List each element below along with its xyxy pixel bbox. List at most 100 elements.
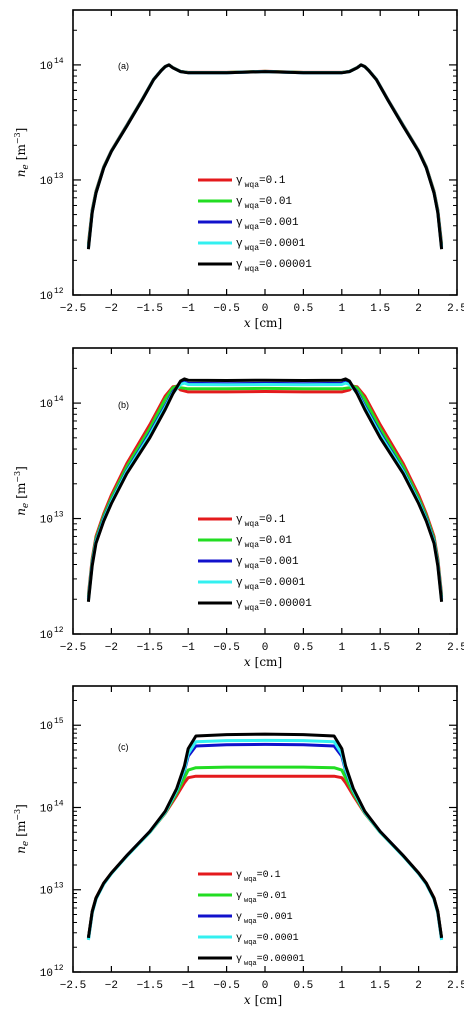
- x-tick-label: −2.5: [60, 303, 86, 315]
- y-tick-base: 10: [40, 176, 53, 188]
- legend-suffix: =0.1: [257, 870, 281, 881]
- legend-item: γ wqa=0.001: [198, 217, 299, 232]
- legend-prefix: γ: [236, 175, 243, 187]
- panel-label: (b): [118, 400, 129, 410]
- x-tick-label: 0.5: [293, 642, 313, 654]
- panel-label: (a): [118, 61, 129, 71]
- y-tick-label: 10 14: [40, 57, 64, 73]
- legend-sub: wqa: [244, 939, 257, 947]
- x-tick-label: −2: [105, 642, 118, 654]
- y-tick-base: 10: [40, 630, 53, 642]
- y-tick-label: 10 13: [40, 172, 64, 188]
- legend-prefix: γ: [236, 217, 243, 229]
- x-axis-var: x: [244, 316, 251, 330]
- legend-item: γ wqa=0.00001: [198, 598, 312, 613]
- legend-suffix: =0.0001: [257, 933, 299, 944]
- x-tick-label: 2.5: [447, 303, 464, 315]
- legend-suffix: =0.01: [259, 196, 292, 208]
- legend-item: γ wqa=0.00001: [198, 954, 305, 968]
- y-tick-base: 10: [40, 61, 53, 73]
- legend-suffix: =0.00001: [257, 954, 305, 965]
- y-axis-sub: e: [21, 164, 31, 169]
- legend-prefix: γ: [236, 535, 243, 547]
- legend-prefix: γ: [236, 954, 242, 965]
- series-line-4: [86, 732, 444, 939]
- x-tick-label: −1: [182, 303, 196, 315]
- legend-sub: wqa: [244, 960, 257, 968]
- legend-suffix: =0.00001: [259, 598, 312, 610]
- panel-label: (c): [118, 742, 129, 752]
- legend-item: γ wqa=0.0001: [198, 238, 306, 253]
- legend-item: γ wqa=0.1: [198, 175, 286, 190]
- x-axis-var: x: [244, 655, 251, 669]
- y-tick-label: 10 15: [40, 717, 64, 733]
- y-axis-sub: e: [21, 503, 31, 508]
- legend-label: γ wqa=0.00001: [236, 598, 312, 613]
- legend-item: γ wqa=0.00001: [198, 259, 312, 274]
- series-line-4: [86, 63, 444, 250]
- legend-label: γ wqa=0.01: [236, 196, 292, 211]
- legend-sub: wqa: [245, 562, 260, 571]
- legend-suffix: =0.001: [259, 556, 299, 568]
- y-tick-label: 10 12: [40, 964, 64, 980]
- legend-sub: wqa: [245, 202, 260, 211]
- x-axis-var: x: [244, 993, 251, 1007]
- x-tick-label: −1.5: [137, 980, 163, 992]
- y-axis-unit: [m: [14, 482, 28, 499]
- y-tick-label: 10 12: [40, 626, 64, 642]
- legend-sub: wqa: [245, 265, 260, 274]
- legend-suffix: =0.0001: [259, 238, 306, 250]
- y-tick-label: 10 13: [40, 882, 64, 898]
- legend-label: γ wqa=0.001: [236, 217, 299, 232]
- x-tick-label: 2.5: [447, 642, 464, 654]
- legend-label: γ wqa=0.0001: [236, 238, 306, 253]
- legend-item: γ wqa=0.001: [198, 912, 293, 926]
- legend-prefix: γ: [236, 912, 242, 923]
- y-axis-unit: [m: [14, 144, 28, 161]
- x-tick-label: 1.5: [370, 303, 390, 315]
- legend-item: γ wqa=0.1: [198, 514, 286, 529]
- legend-suffix: =0.1: [259, 175, 286, 187]
- x-axis-label: x [cm]: [244, 655, 282, 669]
- y-axis-var: n: [14, 170, 28, 178]
- legend-sub: wqa: [244, 897, 257, 905]
- y-axis-unit-end: ]: [14, 128, 28, 133]
- legend-label: γ wqa=0.01: [236, 891, 287, 905]
- y-tick-exp: 12: [54, 626, 64, 635]
- x-tick-label: 2: [415, 642, 422, 654]
- legend-prefix: γ: [236, 870, 242, 881]
- x-tick-label: −0.5: [213, 303, 239, 315]
- x-tick-label: 2: [415, 980, 422, 992]
- legend-prefix: γ: [236, 196, 243, 208]
- x-tick-label: 0.5: [293, 303, 313, 315]
- y-axis-label: ne [m−3]: [13, 128, 31, 178]
- x-axis-unit: [cm]: [255, 655, 282, 669]
- legend-prefix: γ: [236, 598, 243, 610]
- x-tick-label: 1: [338, 642, 345, 654]
- legend-item: γ wqa=0.01: [198, 891, 287, 905]
- y-tick-exp: 14: [54, 57, 64, 66]
- y-tick-base: 10: [40, 886, 53, 898]
- y-tick-exp: 15: [54, 717, 64, 726]
- x-tick-label: −0.5: [213, 980, 239, 992]
- x-tick-label: 1.5: [370, 980, 390, 992]
- y-tick-label: 10 14: [40, 395, 64, 411]
- x-tick-label: 2.5: [447, 980, 464, 992]
- x-tick-label: −1: [182, 980, 196, 992]
- legend-sub: wqa: [245, 244, 260, 253]
- legend-label: γ wqa=0.1: [236, 870, 281, 884]
- x-tick-label: −2.5: [60, 980, 86, 992]
- x-axis-label: x [cm]: [244, 316, 282, 330]
- series-line-4: [86, 377, 444, 602]
- x-tick-label: 0: [262, 303, 269, 315]
- x-tick-label: −2.5: [60, 642, 86, 654]
- legend-prefix: γ: [236, 556, 243, 568]
- legend-item: γ wqa=0.1: [198, 870, 281, 884]
- legend-prefix: γ: [236, 933, 242, 944]
- y-axis-unit-sup: −3: [13, 471, 22, 483]
- legend-prefix: γ: [236, 514, 243, 526]
